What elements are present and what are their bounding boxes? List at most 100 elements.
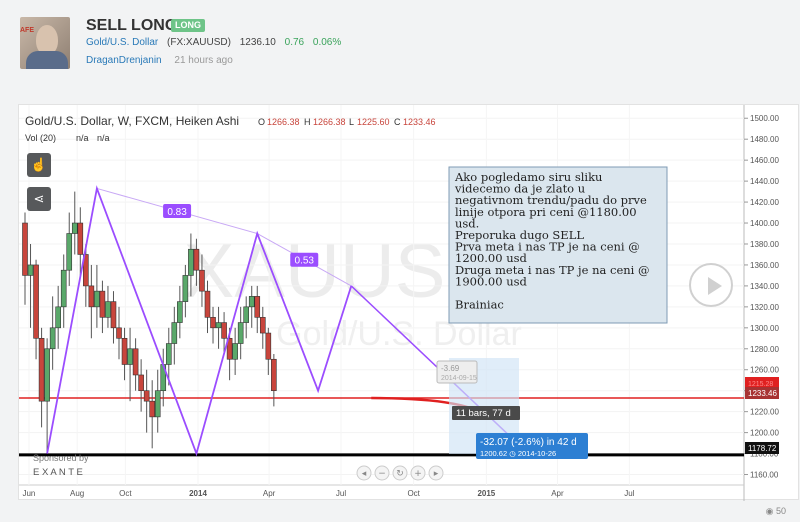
- candle-body: [99, 290, 106, 318]
- candle-body: [226, 337, 233, 360]
- note-box[interactable]: [448, 166, 668, 324]
- volume-label: Vol (20): [25, 133, 56, 143]
- candle-body: [165, 343, 172, 365]
- candle-body: [132, 348, 139, 376]
- x-tick-label: Aug: [70, 489, 84, 498]
- y-tick-label: 1480.00: [750, 135, 779, 144]
- ohlc-o-value: 1266.38: [267, 117, 300, 127]
- zoom-out-button[interactable]: [374, 465, 390, 481]
- y-tick-label: 1280.00: [750, 345, 779, 354]
- volume-value-b: n/a: [97, 133, 110, 143]
- svg-text:▸: ▸: [434, 469, 439, 479]
- author-link[interactable]: DraganDrenjanin: [86, 55, 162, 66]
- candle-body: [254, 296, 261, 318]
- chart-panel[interactable]: XAUUSD, W Gold/U.S. Dollar 1500.00 1480.0…: [18, 104, 800, 501]
- note-line: Ako pogledamo siru sliku: [454, 170, 602, 184]
- candle-body: [210, 317, 216, 329]
- faded-tooltip-date: 2014-09-15: [441, 375, 477, 382]
- views-counter: ◉ 50: [766, 506, 786, 517]
- measure-label: -32.07 (-2.6%) in 42 d: [480, 437, 577, 448]
- x-tick-label: Jul: [624, 489, 634, 498]
- symbol-link[interactable]: Gold/U.S. Dollar: [86, 37, 159, 48]
- y-tick-label: 1300.00: [750, 324, 779, 333]
- reset-button[interactable]: [392, 465, 408, 481]
- candle-body: [77, 222, 84, 255]
- y-tick-label: 1440.00: [750, 177, 779, 186]
- faded-tooltip: [436, 360, 478, 384]
- x-tick-label: Apr: [551, 489, 564, 498]
- candle-body: [237, 322, 244, 344]
- y-tick-label: 1380.00: [750, 240, 779, 249]
- candle-body: [60, 269, 67, 308]
- candle-body: [193, 248, 200, 271]
- play-replay-button[interactable]: [689, 263, 733, 307]
- ohlc-c-label: C: [394, 117, 401, 127]
- share-button[interactable]: ⋖: [27, 187, 51, 211]
- y-tick-label: 1500.00: [750, 114, 779, 123]
- candle-body: [33, 264, 39, 339]
- support-price-text: 1178.72: [748, 444, 777, 453]
- candle-body: [215, 322, 222, 329]
- candle-body: [221, 322, 227, 339]
- sponsor-text: Sponsored by: [33, 453, 89, 463]
- x-tick-label: 2014: [189, 489, 207, 498]
- ratio-label-1-box: [163, 203, 192, 218]
- candle-body: [49, 327, 56, 350]
- author-avatar[interactable]: AFE: [20, 17, 70, 69]
- svg-text:↻: ↻: [396, 469, 404, 479]
- volume-value-a: n/a: [76, 133, 89, 143]
- scroll-left-button[interactable]: [356, 465, 372, 481]
- candle-body: [199, 269, 205, 292]
- y-tick-label: 1340.00: [750, 282, 779, 291]
- y-tick-label: 1460.00: [750, 156, 779, 165]
- symbol-change-pct: 0.06%: [312, 37, 342, 48]
- ohlc-l-label: L: [349, 117, 354, 127]
- y-tick-label: 1320.00: [750, 303, 779, 312]
- zoom-controls: ◂ − ↻ + ▸: [356, 465, 444, 481]
- measure-label-box: [476, 433, 588, 459]
- y-tick-label: 1160.00: [750, 471, 779, 480]
- x-tick-label: Jul: [336, 489, 346, 498]
- x-tick-label: Oct: [119, 489, 132, 498]
- candle-body: [66, 233, 73, 271]
- sponsor-brand[interactable]: E X A N T E: [33, 467, 83, 478]
- ratio-label-2: 0.53: [295, 256, 315, 267]
- candle-body: [22, 222, 28, 276]
- ohlc-h-value: 1266.38: [313, 117, 346, 127]
- note-line: Prva meta i nas TP je na ceni @: [455, 240, 640, 254]
- eye-icon: ◉: [765, 506, 774, 516]
- scroll-right-button[interactable]: [428, 465, 444, 481]
- overlap-price-text: 1215.28: [748, 381, 773, 388]
- zigzag-wave: [46, 185, 353, 457]
- bars-label: 11 bars, 77 d: [456, 408, 511, 419]
- candle-body: [138, 374, 144, 391]
- candle-body: [105, 301, 111, 318]
- y-tick-label: 1180.00: [750, 450, 779, 459]
- candle-body: [188, 248, 194, 276]
- note-line: usd.: [455, 216, 479, 230]
- y-tick-label: 1360.00: [750, 261, 779, 270]
- svg-text:+: +: [414, 469, 422, 479]
- candle-body: [248, 296, 255, 308]
- candle-body: [232, 343, 238, 360]
- time-ago: 21 hours ago: [174, 55, 233, 66]
- note-line: linije otpora pri ceni @1180.00: [455, 205, 637, 219]
- chart-canvas[interactable]: XAUUSD, W Gold/U.S. Dollar 1500.001480.0…: [19, 105, 800, 501]
- ratio-label-1: 0.83: [167, 207, 187, 218]
- note-line: Preporuka dugo SELL: [455, 228, 584, 242]
- x-tick-label: Apr: [263, 489, 276, 498]
- like-button[interactable]: ☝: [27, 153, 51, 177]
- thumbs-up-icon: ☝: [30, 157, 48, 172]
- symbol-change: 0.76: [284, 37, 305, 48]
- note-line: videcemo da je zlato u: [454, 182, 585, 196]
- x-tick-label: Oct: [407, 489, 420, 498]
- candle-body: [121, 337, 128, 365]
- ratio-label-2-box: [290, 252, 319, 267]
- zoom-in-button[interactable]: [410, 465, 426, 481]
- svg-text:◂: ◂: [362, 469, 367, 479]
- x-tick-label: 2015: [477, 489, 495, 498]
- candle-body: [127, 348, 133, 365]
- candle-body: [171, 322, 178, 344]
- views-count: 50: [775, 506, 786, 516]
